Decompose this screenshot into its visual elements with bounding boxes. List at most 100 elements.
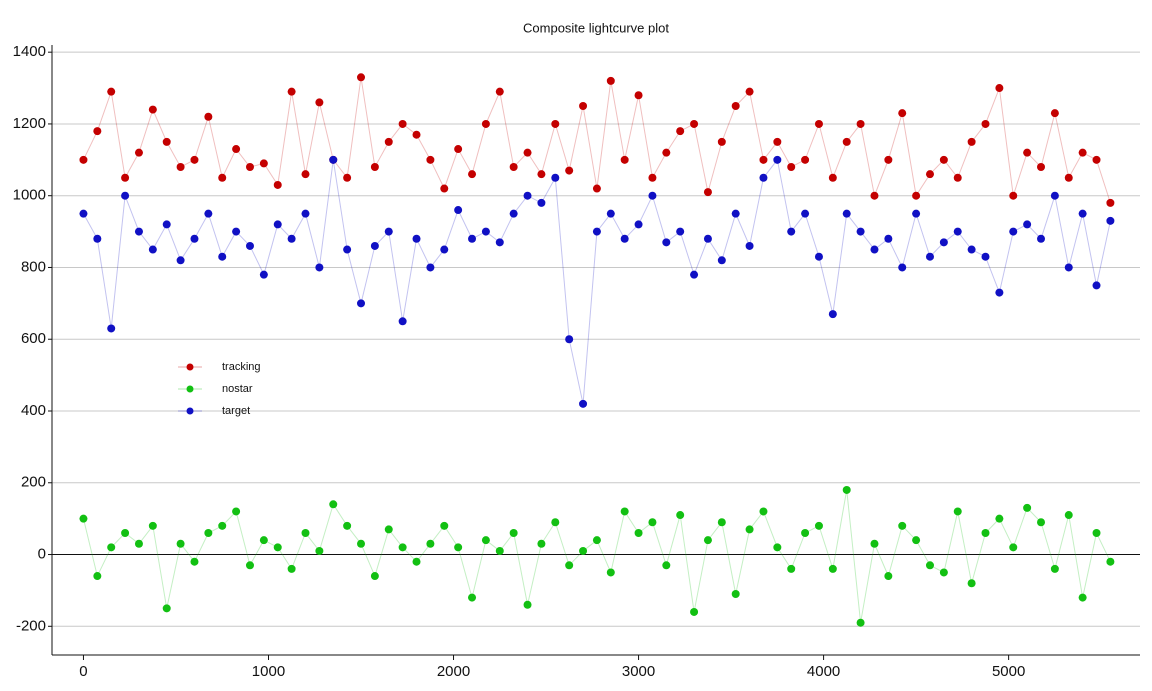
data-point <box>620 234 629 243</box>
data-point <box>93 234 102 243</box>
data-point <box>662 148 671 157</box>
data-point <box>759 173 768 182</box>
data-point <box>315 98 324 107</box>
data-point <box>537 170 546 179</box>
data-point <box>856 618 865 627</box>
data-point <box>981 252 990 261</box>
data-point <box>523 191 532 200</box>
y-tick-label: 0 <box>38 545 46 562</box>
data-point <box>898 521 907 530</box>
data-point <box>703 536 712 545</box>
data-point <box>134 227 143 236</box>
data-point <box>1092 281 1101 290</box>
data-point <box>384 525 393 534</box>
data-point <box>537 198 546 207</box>
data-point <box>329 155 338 164</box>
data-point <box>384 227 393 236</box>
data-point <box>495 87 504 96</box>
data-point <box>259 159 268 168</box>
data-point <box>93 572 102 581</box>
data-point <box>481 227 490 236</box>
data-point <box>121 529 130 537</box>
data-point <box>190 155 199 164</box>
data-point <box>1037 163 1046 171</box>
data-point <box>898 109 907 118</box>
data-point <box>190 234 199 243</box>
data-point <box>1106 198 1115 207</box>
data-point <box>925 252 934 261</box>
data-point <box>176 163 185 171</box>
data-point <box>759 507 768 516</box>
data-point <box>995 514 1004 523</box>
data-point <box>440 184 449 193</box>
data-point <box>787 227 796 236</box>
data-point <box>565 561 574 570</box>
data-point <box>523 600 532 609</box>
data-point <box>79 209 88 218</box>
data-point <box>773 543 782 552</box>
y-tick-label: 1200 <box>13 115 46 132</box>
data-point <box>801 529 810 537</box>
data-point <box>648 518 657 527</box>
data-point <box>343 173 352 182</box>
data-point <box>148 245 157 254</box>
legend-label: nostar <box>222 383 253 395</box>
data-point <box>1023 148 1032 157</box>
data-point <box>398 317 407 326</box>
y-tick-label: 1400 <box>13 43 46 60</box>
data-point <box>1037 234 1046 243</box>
data-point <box>1064 511 1073 520</box>
data-point <box>898 263 907 272</box>
data-point <box>759 155 768 164</box>
data-point <box>551 119 560 128</box>
data-point <box>287 234 296 243</box>
data-point <box>134 148 143 157</box>
data-point <box>773 155 782 164</box>
data-point <box>592 536 601 545</box>
legend-marker <box>186 407 194 415</box>
data-point <box>162 220 171 229</box>
data-point <box>218 521 227 530</box>
data-point <box>287 87 296 96</box>
data-point <box>370 163 379 171</box>
data-point <box>912 191 921 200</box>
data-point <box>468 234 477 243</box>
data-point <box>870 245 879 254</box>
data-point <box>731 590 740 598</box>
data-point <box>509 209 518 218</box>
data-point <box>426 539 435 548</box>
data-point <box>121 173 130 182</box>
data-point <box>107 324 116 333</box>
data-point <box>1078 209 1087 218</box>
data-point <box>1050 109 1059 118</box>
x-tick-label: 2000 <box>437 663 470 680</box>
y-tick-label: 400 <box>21 402 46 419</box>
data-point <box>343 521 352 530</box>
x-tick-label: 3000 <box>622 663 655 680</box>
data-point <box>592 227 601 236</box>
data-point <box>703 188 712 197</box>
data-point <box>690 119 699 128</box>
data-point <box>495 546 504 555</box>
data-point <box>232 145 241 154</box>
data-point <box>357 539 366 548</box>
y-tick-label: 200 <box>21 474 46 491</box>
data-point <box>801 155 810 164</box>
data-point <box>1106 216 1115 225</box>
data-point <box>981 529 990 537</box>
data-point <box>717 518 726 527</box>
data-point <box>509 529 518 537</box>
data-point <box>1037 518 1046 527</box>
data-point <box>1064 263 1073 272</box>
data-point <box>259 536 268 545</box>
data-point <box>370 241 379 250</box>
data-point <box>953 173 962 182</box>
data-point <box>301 170 310 179</box>
chart-title: Composite lightcurve plot <box>523 20 669 35</box>
data-point <box>745 525 754 534</box>
data-point <box>856 227 865 236</box>
data-point <box>995 84 1004 93</box>
data-point <box>953 507 962 516</box>
data-point <box>676 511 685 520</box>
series-line <box>83 77 1111 204</box>
